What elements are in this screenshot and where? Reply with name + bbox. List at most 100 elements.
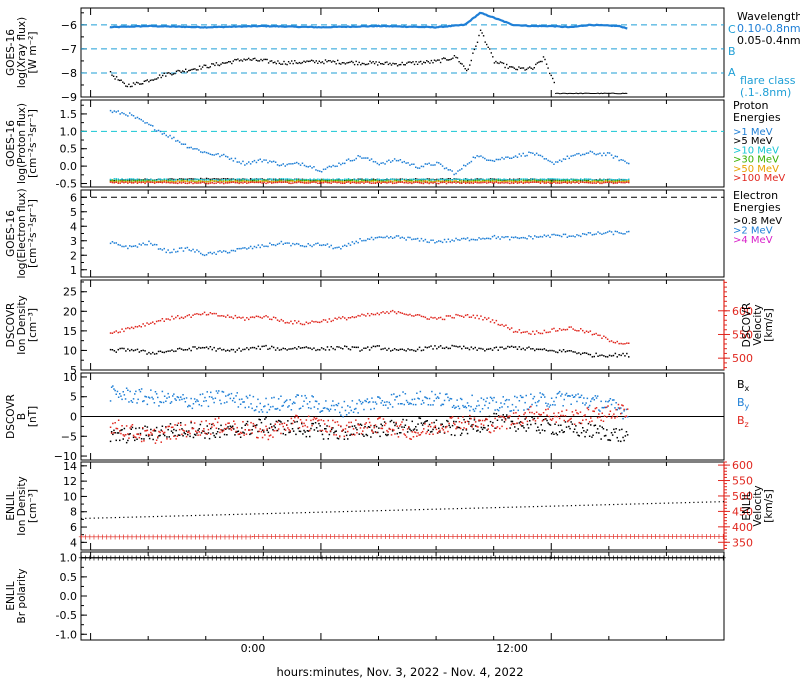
data-point [622, 352, 624, 355]
data-point [413, 178, 415, 180]
data-point [349, 181, 352, 183]
data-point [411, 238, 413, 241]
data-point [495, 346, 498, 348]
data-point [552, 431, 554, 434]
data-point [207, 432, 210, 434]
data-point [310, 427, 312, 430]
data-point [306, 60, 308, 62]
data-point [542, 419, 545, 421]
data-point [503, 180, 505, 183]
data-point [277, 419, 280, 422]
data-point: + [602, 532, 609, 541]
data-point [391, 406, 394, 408]
data-point [626, 434, 629, 436]
data-point [429, 431, 432, 433]
data-point [242, 348, 244, 351]
data-point [148, 351, 150, 354]
data-point [515, 68, 517, 71]
data-point [343, 435, 346, 438]
data-point [547, 234, 549, 237]
data-point [616, 180, 618, 182]
data-point [238, 316, 240, 318]
panel-frame [80, 7, 725, 98]
data-point [274, 61, 276, 63]
data-point [178, 178, 181, 181]
data-point [451, 239, 453, 241]
data-point [520, 181, 522, 183]
data-point [249, 316, 252, 319]
data-point [524, 331, 526, 333]
data-point [154, 430, 157, 432]
data-point [608, 399, 610, 402]
data-point [204, 432, 206, 434]
data-point [393, 393, 395, 395]
data-point [572, 431, 575, 433]
data-point [616, 436, 618, 439]
data-point [191, 427, 194, 430]
data-point [330, 180, 332, 182]
data-point [618, 429, 621, 431]
data-point [342, 348, 344, 350]
data-point [418, 167, 421, 169]
data-point [449, 426, 451, 429]
data-point [110, 432, 113, 434]
data-point [507, 67, 509, 69]
data-point [253, 178, 256, 180]
data-point [255, 347, 258, 350]
data-point [403, 160, 405, 163]
data-point [569, 418, 571, 421]
data-point [543, 329, 546, 332]
data-point [142, 427, 144, 429]
data-point [219, 155, 221, 158]
data-point [173, 182, 175, 184]
data-point [587, 178, 590, 180]
data-point [495, 413, 498, 415]
data-point [290, 409, 293, 411]
data-point [524, 401, 526, 404]
data-point [334, 511, 336, 513]
data-point [119, 244, 121, 246]
data-point [319, 182, 321, 184]
data-point [441, 180, 444, 182]
data-point [672, 502, 674, 504]
y-tick-label: 1.0 [60, 552, 78, 565]
data-point [496, 419, 499, 421]
data-point [242, 401, 244, 403]
data-point [228, 181, 231, 184]
data-point [215, 350, 217, 352]
data-point [616, 230, 618, 233]
data-point [143, 80, 145, 82]
data-point [560, 182, 563, 184]
data-point [459, 239, 461, 241]
data-point [262, 513, 264, 515]
data-point [491, 159, 494, 162]
data-point [326, 178, 329, 181]
data-point [608, 504, 611, 506]
data-point [622, 178, 624, 181]
by-legend: By [737, 396, 750, 411]
data-point [236, 181, 238, 184]
data-point [447, 315, 450, 317]
data-point [228, 61, 230, 63]
data-point [213, 180, 215, 182]
data-point [234, 58, 236, 61]
data-point [158, 405, 160, 407]
data-point [132, 436, 135, 439]
data-point [272, 179, 275, 181]
data-point [434, 425, 437, 427]
data-point [518, 422, 521, 424]
data-point [217, 315, 219, 317]
data-point [208, 67, 210, 69]
data-point [159, 434, 161, 437]
data-point [301, 61, 304, 64]
data-point [188, 347, 190, 350]
data-point [464, 347, 467, 349]
data-point [541, 348, 544, 351]
data-point [420, 181, 423, 183]
data-point [313, 178, 315, 180]
data-point [480, 315, 482, 317]
data-point [448, 422, 450, 425]
data-point [399, 181, 402, 183]
data-point [439, 240, 442, 243]
data-point [553, 178, 555, 180]
